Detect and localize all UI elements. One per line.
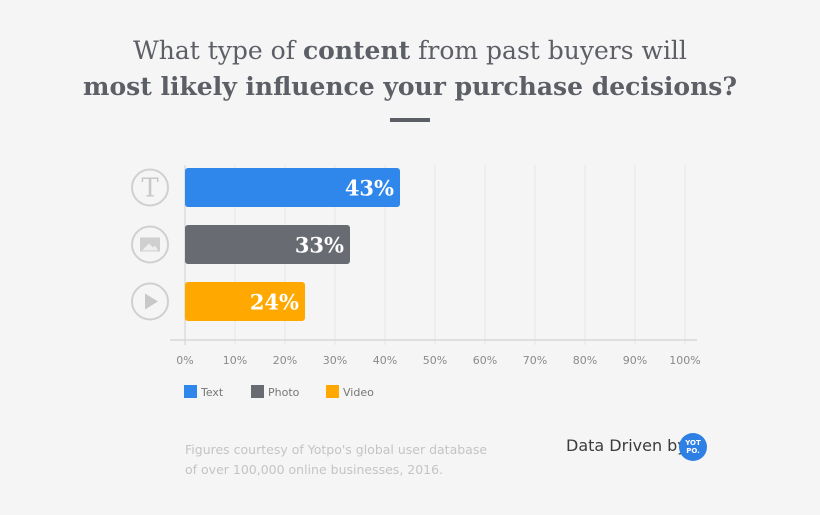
x-tick-label: 90% (623, 354, 647, 367)
title-line1: What type of content from past buyers wi… (133, 36, 687, 65)
bar-photo (185, 225, 350, 264)
legend-label: Photo (268, 386, 300, 399)
brand-text: Data Driven by (566, 436, 687, 455)
data-label: 33% (295, 233, 344, 258)
legend-swatch-text (184, 385, 197, 398)
data-label: 43% (345, 176, 394, 201)
title-divider (390, 118, 430, 122)
play-icon-circle (131, 282, 169, 321)
x-tick-label: 30% (323, 354, 347, 367)
x-tick-label: 40% (373, 354, 397, 367)
legend-swatch-video (326, 385, 339, 398)
text-icon: T (141, 174, 159, 204)
bar-video (185, 282, 305, 321)
bar-text (185, 168, 400, 207)
yotpo-logo: YOT PO. (679, 433, 707, 461)
image-icon-circle (131, 225, 169, 264)
legend-swatch-photo (251, 385, 264, 398)
image-mountain (142, 243, 158, 251)
x-tick-label: 100% (669, 354, 700, 367)
legend-label: Video (343, 386, 374, 399)
x-tick-label: 60% (473, 354, 497, 367)
data-label: 24% (250, 290, 299, 315)
x-tick-label: 70% (523, 354, 547, 367)
text-icon-circle (131, 168, 169, 207)
play-icon (145, 293, 158, 310)
title-line2: most likely influence your purchase deci… (83, 72, 737, 101)
x-tick-label: 50% (423, 354, 447, 367)
legend-label: Text (200, 386, 224, 399)
source-note: Figures courtesy of Yotpo's global user … (185, 442, 488, 477)
x-tick-label: 80% (573, 354, 597, 367)
x-tick-label: 0% (176, 354, 193, 367)
x-tick-label: 20% (273, 354, 297, 367)
x-tick-label: 10% (223, 354, 247, 367)
